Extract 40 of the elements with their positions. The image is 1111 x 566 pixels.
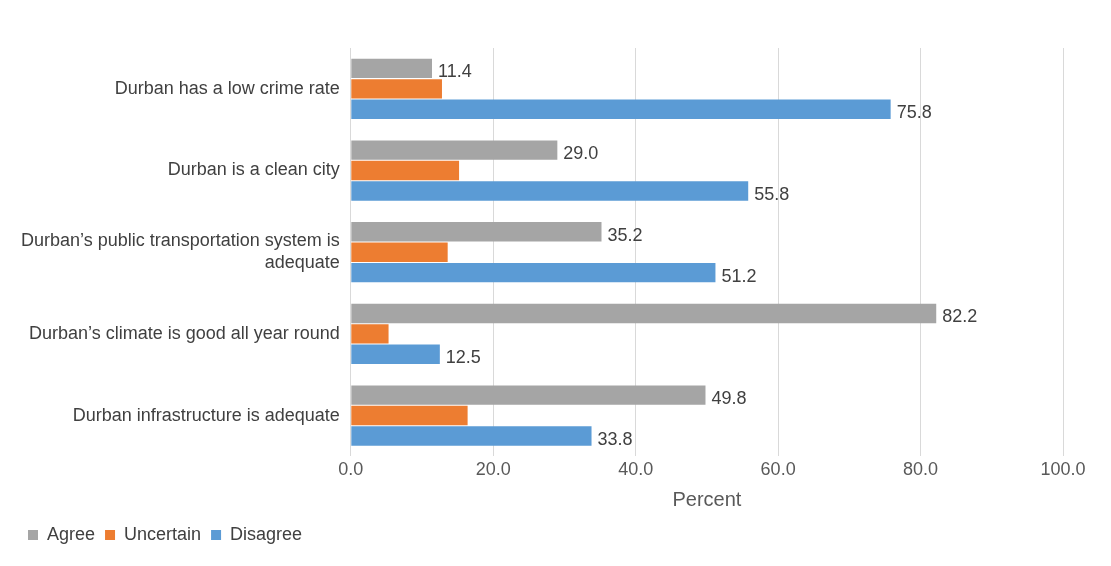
y-tick-label: Durban has a low crime rate bbox=[114, 77, 340, 98]
data-label: 82.2 bbox=[942, 306, 978, 327]
bar bbox=[351, 303, 937, 324]
legend-label: Agree bbox=[47, 523, 96, 544]
bar bbox=[351, 160, 460, 181]
y-tick-label: Durban’s public transportation system is adequate bbox=[20, 230, 340, 272]
data-label: 75.8 bbox=[896, 102, 932, 123]
legend-label: Disagree bbox=[230, 523, 303, 544]
y-tick-label: Durban is a clean city bbox=[167, 159, 340, 180]
x-tick-label: 80.0 bbox=[903, 459, 939, 480]
bar bbox=[351, 242, 448, 262]
bar bbox=[351, 222, 602, 242]
bar bbox=[351, 405, 468, 426]
x-tick-label: 100.0 bbox=[1040, 459, 1086, 480]
y-tick-label: Durban infrastructure is adequate bbox=[72, 404, 340, 425]
bar bbox=[351, 344, 440, 364]
bar bbox=[351, 58, 432, 79]
x-tick-label: 40.0 bbox=[618, 459, 654, 480]
data-label: 49.8 bbox=[711, 388, 747, 409]
bar bbox=[351, 181, 749, 201]
bar bbox=[351, 262, 716, 283]
x-tick-label: 60.0 bbox=[760, 459, 796, 480]
data-label: 11.4 bbox=[438, 61, 472, 82]
x-tick-label: 20.0 bbox=[475, 459, 511, 480]
data-label: 35.2 bbox=[607, 224, 643, 245]
bar bbox=[351, 99, 891, 119]
bar bbox=[351, 324, 389, 344]
data-label: 12.5 bbox=[445, 347, 481, 368]
bar bbox=[351, 426, 592, 446]
bar bbox=[351, 140, 558, 160]
data-label: 51.2 bbox=[721, 265, 757, 286]
bar bbox=[351, 385, 706, 405]
y-tick-label: Durban’s climate is good all year round bbox=[28, 322, 340, 343]
legend-label: Uncertain bbox=[124, 523, 202, 544]
x-tick-label: 0.0 bbox=[338, 459, 364, 480]
x-axis-title: Percent bbox=[672, 487, 742, 510]
data-label: 29.0 bbox=[563, 143, 599, 164]
data-label: 55.8 bbox=[754, 183, 790, 204]
data-label: 33.8 bbox=[597, 428, 633, 449]
bar bbox=[351, 79, 442, 99]
